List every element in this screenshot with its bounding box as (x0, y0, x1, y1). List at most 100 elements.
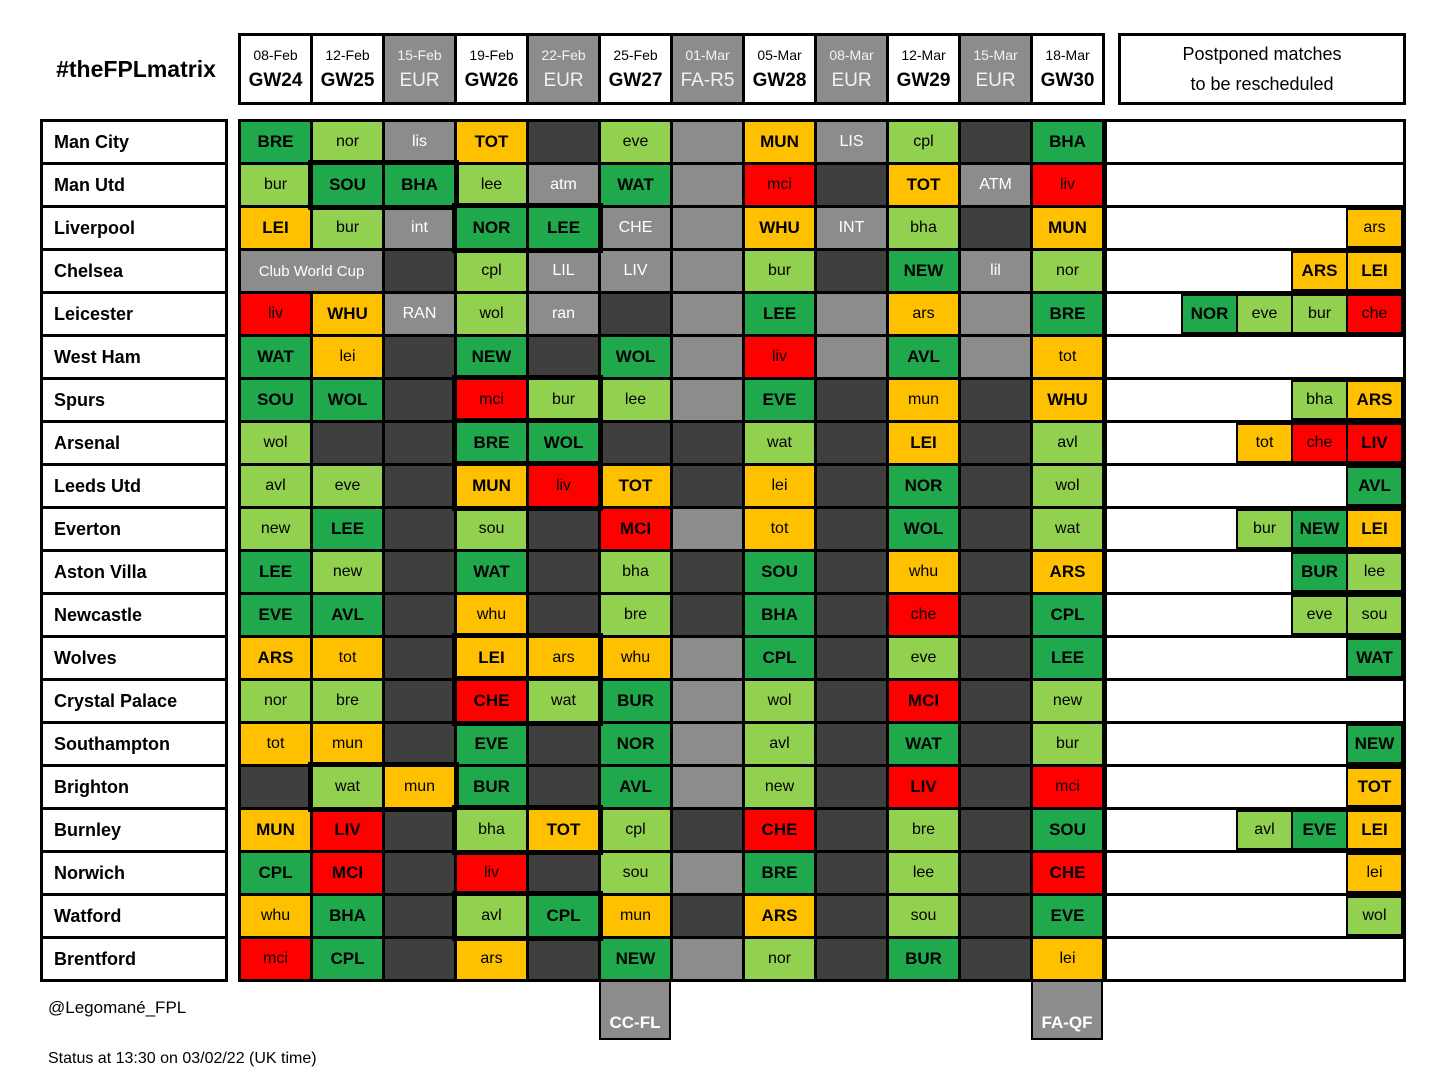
fixture-cell: NOR (601, 724, 670, 764)
fixture-cell: EVE (745, 380, 814, 420)
empty-cell (529, 724, 598, 764)
postponed-fixture-cell: eve (1291, 595, 1348, 635)
fixture-cell: MUN (457, 466, 526, 506)
fixture-cell: avl (241, 466, 310, 506)
empty-cell (817, 466, 886, 506)
fixture-cell: cpl (889, 122, 958, 162)
fixture-cell: MUN (241, 810, 310, 850)
empty-cell (961, 810, 1030, 850)
fixture-cell: new (745, 767, 814, 807)
fixture-cell: eve (889, 638, 958, 678)
column-header-gw26: 19-Feb GW26 (457, 36, 526, 102)
fixture-cell: sou (601, 853, 670, 893)
fixture-cell: CHE (745, 810, 814, 850)
empty-cell (673, 337, 742, 377)
column-header-gw30: 18-Mar GW30 (1033, 36, 1102, 102)
postponed-row: lei (1107, 853, 1403, 893)
postponed-row: bha ARS (1107, 380, 1403, 420)
team-name: Norwich (43, 853, 225, 893)
postponed-fixture-cell: eve (1236, 294, 1293, 334)
fixture-row: WAT lei NEW WOL liv AVL tot (241, 337, 1102, 377)
postponed-fixture-cell: LEI (1346, 810, 1403, 850)
rescheduled-fixture-pair: bha TOT (452, 805, 603, 855)
gameweek-header-row: 08-Feb GW24 12-Feb GW25 15-Feb EUR 19-Feb GW26 2… (238, 33, 1105, 105)
fixture-cell: bha (601, 552, 670, 592)
postponed-fixture-cell: AVL (1346, 466, 1403, 506)
postponed-fixture-cell: lee (1346, 552, 1403, 592)
cup-label-cc-fl: CC-FL (599, 980, 671, 1040)
empty-cell (961, 380, 1030, 420)
fixture-cell: lee (601, 380, 670, 420)
empty-cell (961, 122, 1030, 162)
column-label: GW30 (1040, 69, 1095, 91)
fixture-cell: cpl (457, 251, 526, 291)
empty-cell (385, 939, 454, 979)
fixture-cell: ATM (961, 165, 1030, 205)
fixture-cell: mci (745, 165, 814, 205)
status-timestamp: Status at 13:30 on 03/02/22 (UK time) (48, 1050, 317, 1067)
column-header-eur: 08-Mar EUR (817, 36, 886, 102)
postponed-row: eve sou (1107, 595, 1403, 635)
fixture-cell: TOT (457, 122, 526, 162)
fixture-cell: cpl (601, 810, 670, 850)
empty-cell (673, 251, 742, 291)
postponed-fixture-cell: avl (1236, 810, 1293, 850)
empty-cell (817, 767, 886, 807)
empty-cell (817, 939, 886, 979)
fixture-cell: liv (529, 466, 598, 506)
fixture-cell: new (241, 509, 310, 549)
fixture-cell: EVE (241, 595, 310, 635)
postponed-header-line2: to be rescheduled (1190, 73, 1334, 94)
fixture-cell: MCI (601, 509, 670, 549)
fixture-cell: avl (457, 896, 526, 936)
column-date: 05-Mar (757, 46, 802, 63)
team-name: Brentford (43, 939, 225, 979)
rescheduled-fixture-pair: wat mun (308, 762, 459, 812)
fixture-cell: SOU (745, 552, 814, 592)
fixture-cell: CPL (745, 638, 814, 678)
fixture-row: wat mun BUR AVL new LIV mci (241, 762, 1102, 812)
fixture-cell: WHU (745, 208, 814, 248)
fixture-cell: mun (889, 380, 958, 420)
column-label: EUR (975, 69, 1016, 91)
team-name: Burnley (43, 810, 225, 850)
empty-cell (817, 337, 886, 377)
fixture-cell: bre (313, 681, 382, 721)
postponed-header: Postponed matches to be rescheduled (1118, 33, 1406, 105)
fixture-cell: lei (313, 337, 382, 377)
fixture-cell: WAT (457, 552, 526, 592)
postponed-fixture-cell: EVE (1291, 810, 1348, 850)
empty-cell (817, 810, 886, 850)
column-label: FA-R5 (680, 69, 735, 91)
fixture-cell: mci (241, 939, 310, 979)
postponed-fixture-cell: LEI (1346, 251, 1403, 291)
fixture-row: SOU WOL mci bur lee EVE mun WHU (241, 375, 1102, 425)
postponed-row (1107, 681, 1403, 721)
fixture-cell: BHA (385, 165, 454, 205)
fixture-cell: AVL (889, 337, 958, 377)
fixture-row: ARS tot LEI ars whu CPL eve LEE (241, 633, 1102, 683)
empty-cell (385, 724, 454, 764)
fixture-cell: AVL (313, 595, 382, 635)
empty-cell (601, 294, 670, 334)
column-date: 15-Feb (397, 46, 442, 63)
fixture-cell: NEW (457, 337, 526, 377)
empty-cell (385, 380, 454, 420)
column-label: EUR (831, 69, 872, 91)
fixture-cell: WOL (529, 423, 598, 463)
postponed-row: TOT (1107, 767, 1403, 807)
empty-cell (529, 767, 598, 807)
fixture-row: LEI bur int NOR LEE CHE WHU INT bha MUN (241, 203, 1102, 253)
team-name: Southampton (43, 724, 225, 764)
empty-cell (961, 466, 1030, 506)
postponed-header-line1: Postponed matches (1182, 43, 1342, 64)
empty-cell (817, 552, 886, 592)
fixture-cell: eve (601, 122, 670, 162)
empty-cell (601, 423, 670, 463)
team-name: Spurs (43, 380, 225, 420)
column-date: 08-Feb (253, 46, 298, 63)
fixture-cell: nor (1033, 251, 1102, 291)
fixture-row: avl eve MUN liv TOT lei NOR wol (241, 461, 1102, 511)
empty-cell (673, 681, 742, 721)
